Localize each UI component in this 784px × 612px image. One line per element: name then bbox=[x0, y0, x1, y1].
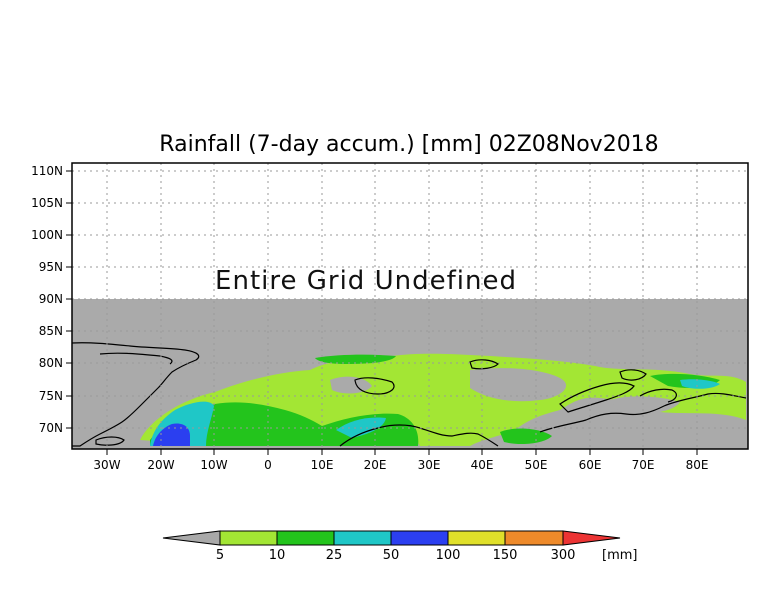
no-rain-patch-3 bbox=[610, 396, 680, 414]
rain-band-10-25-b bbox=[315, 354, 396, 364]
lon-tick-label: 20E bbox=[364, 458, 387, 472]
legend-bin bbox=[390, 530, 449, 546]
plot-area: Entire Grid Undefined bbox=[71, 162, 749, 450]
lon-tick-label: 80E bbox=[686, 458, 709, 472]
color-legend: 5 10 25 50 100 150 300 [mm] bbox=[162, 530, 637, 563]
greenland-coast bbox=[71, 342, 200, 447]
legend-unit-label: [mm] bbox=[602, 548, 637, 563]
svalbard-coast bbox=[354, 377, 395, 395]
legend-threshold-label: 300 bbox=[551, 548, 576, 563]
lat-tick-label: 110N bbox=[31, 164, 63, 178]
legend-bin bbox=[504, 530, 564, 546]
lon-tick-label: 60E bbox=[579, 458, 602, 472]
legend-bin bbox=[447, 530, 506, 546]
legend-threshold-label: 150 bbox=[493, 548, 518, 563]
no-rain-patch-2 bbox=[330, 376, 372, 394]
novaya-zemlya-coast bbox=[559, 382, 635, 413]
taymyr-coast bbox=[639, 388, 677, 403]
gridlines bbox=[72, 163, 748, 449]
legend-bin bbox=[333, 530, 392, 546]
iceland-coast bbox=[95, 436, 125, 446]
undefined-region bbox=[72, 163, 748, 299]
legend-arrow-below bbox=[162, 530, 221, 546]
lat-tick-label: 80N bbox=[39, 356, 63, 370]
lat-tick-label: 70N bbox=[39, 421, 63, 435]
lat-tick-label: 90N bbox=[39, 292, 63, 306]
no-rain-patch-1 bbox=[470, 368, 567, 402]
lon-tick-label: 10W bbox=[200, 458, 227, 472]
lat-tick-label: 100N bbox=[31, 228, 63, 242]
legend-bin bbox=[276, 530, 335, 546]
legend-bin bbox=[219, 530, 278, 546]
lon-tick-label: 30E bbox=[418, 458, 441, 472]
map-title: Rainfall (7-day accum.) [mm] 02Z08Nov201… bbox=[159, 132, 658, 157]
rain-band-10-25-d bbox=[500, 428, 552, 444]
severnaya-zemlya-coast bbox=[619, 369, 647, 381]
franz-josef-land-coast bbox=[469, 359, 499, 370]
legend-threshold-label: 5 bbox=[216, 548, 224, 563]
coastlines bbox=[71, 342, 747, 447]
lon-axis: 30W 20W 10W 0 10E 20E 30E 40E 50E 60E 70… bbox=[93, 449, 708, 472]
lat-tick-label: 95N bbox=[39, 260, 63, 274]
lon-tick-label: 50E bbox=[525, 458, 548, 472]
greenland-inner-coast bbox=[99, 352, 173, 365]
lon-tick-label: 10E bbox=[311, 458, 334, 472]
lat-tick-label: 75N bbox=[39, 389, 63, 403]
lon-tick-label: 40E bbox=[471, 458, 494, 472]
undefined-grid-notice: Entire Grid Undefined bbox=[215, 266, 517, 296]
legend-threshold-label: 10 bbox=[269, 548, 286, 563]
legend-arrow-above bbox=[562, 530, 621, 546]
lat-tick-label: 105N bbox=[31, 196, 63, 210]
lon-tick-label: 20W bbox=[147, 458, 174, 472]
lon-tick-label: 70E bbox=[632, 458, 655, 472]
lat-tick-label: 85N bbox=[39, 324, 63, 338]
legend-threshold-label: 50 bbox=[383, 548, 400, 563]
rain-band-50-100 bbox=[153, 423, 190, 446]
legend-threshold-label: 100 bbox=[436, 548, 461, 563]
legend-threshold-label: 25 bbox=[326, 548, 343, 563]
rainfall-shading bbox=[140, 353, 746, 446]
rain-band-25-50-c bbox=[680, 379, 720, 389]
scandinavia-coast bbox=[339, 424, 499, 447]
lon-tick-label: 30W bbox=[93, 458, 120, 472]
lat-axis: 110N 105N 100N 95N 90N 85N 80N 75N 70N bbox=[31, 164, 72, 435]
siberia-coast bbox=[539, 392, 747, 433]
lon-tick-label: 0 bbox=[264, 458, 272, 472]
plot-frame bbox=[71, 162, 749, 450]
